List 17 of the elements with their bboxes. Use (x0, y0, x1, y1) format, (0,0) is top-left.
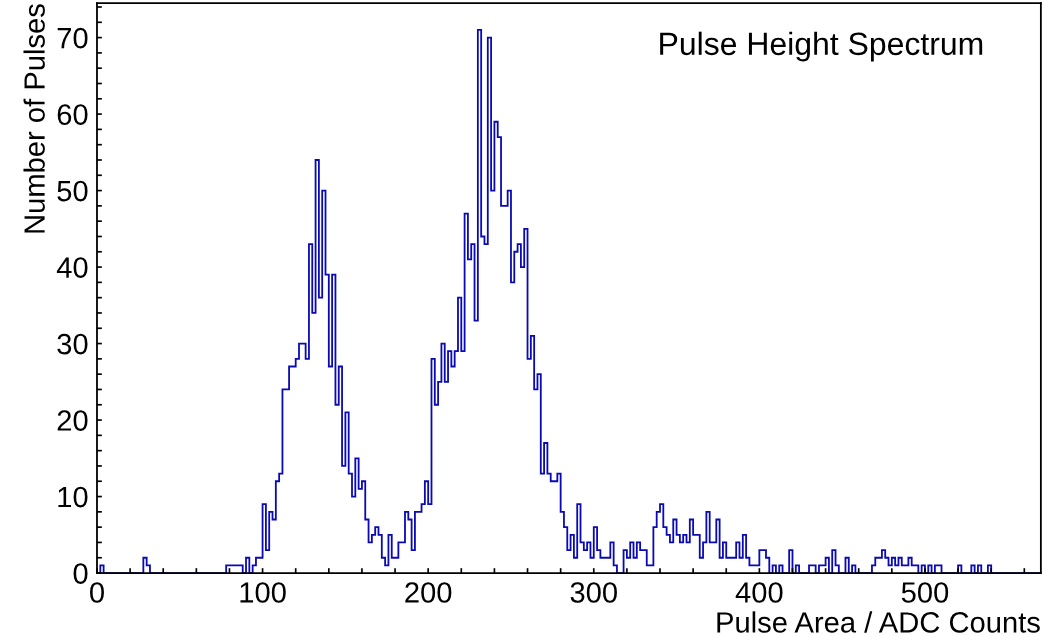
y-axis-title: Number of Pulses (23, 4, 45, 233)
y-tick-label: 70 (57, 27, 88, 49)
x-tick-label: 300 (570, 582, 617, 603)
y-tick-label: 10 (58, 486, 88, 508)
x-tick-label: 200 (405, 582, 452, 603)
x-tick-label: 100 (240, 582, 286, 603)
y-tick-label: 60 (57, 104, 88, 125)
x-tick-label: 500 (901, 582, 949, 603)
y-tick-label: 20 (57, 410, 88, 431)
x-tick-label: 0 (90, 582, 104, 603)
y-tick-label: 50 (57, 180, 88, 202)
x-tick-label: 400 (735, 582, 783, 603)
y-tick-label: 40 (56, 257, 88, 278)
x-axis-title: Pulse Area / ADC Counts (717, 611, 1040, 633)
y-tick-label: 30 (57, 333, 88, 355)
text: Pulse Height Spectrum (660, 31, 983, 62)
y-tick-label: 0 (73, 563, 88, 584)
